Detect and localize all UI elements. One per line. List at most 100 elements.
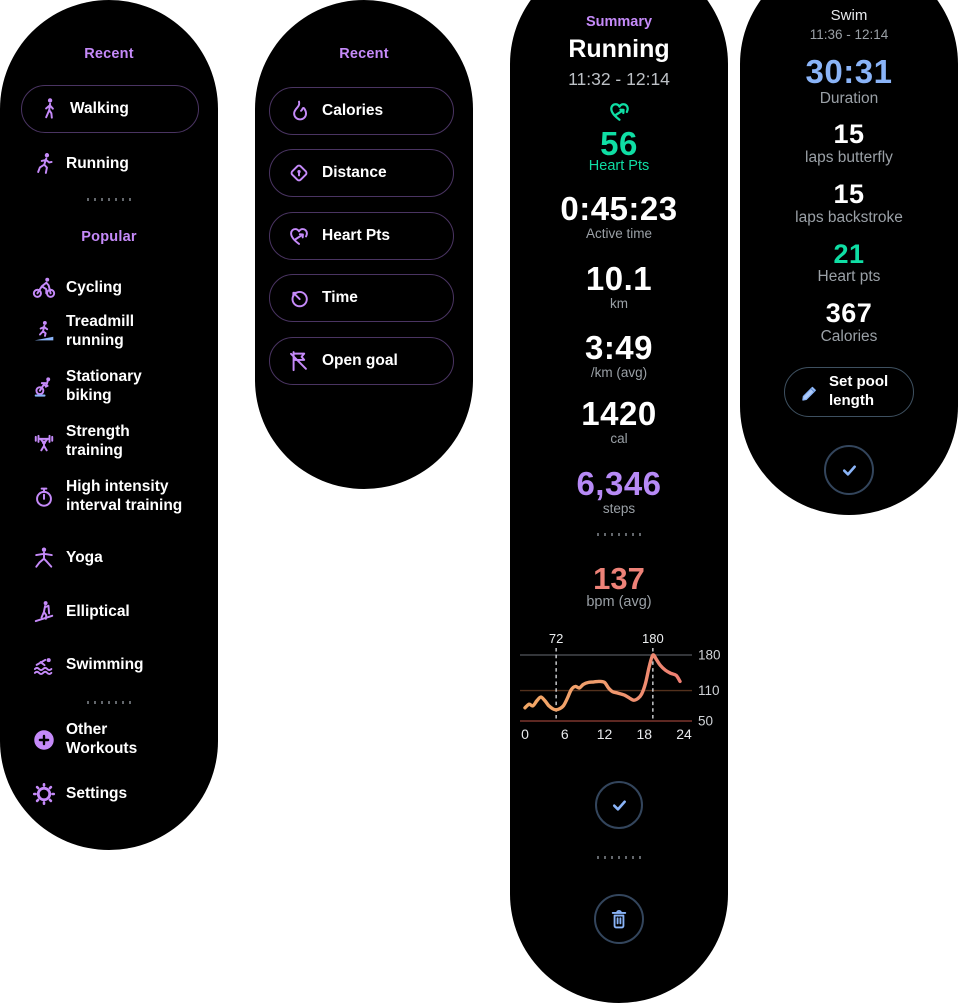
set-pool-length-label: Set pool length [829, 373, 889, 409]
pencil-icon [802, 386, 816, 401]
workout-title: Running [568, 35, 670, 63]
time-range: 11:36 - 12:14 [809, 27, 889, 42]
workout-item-hiit[interactable]: High intensity interval training [31, 477, 191, 517]
goal-item-open-goal[interactable]: Open goal [269, 337, 454, 385]
open-goal-flag-icon [290, 351, 307, 372]
svg-text:24: 24 [676, 726, 692, 742]
heart-arrow-icon [610, 103, 629, 121]
calories-value: 1420 [581, 395, 657, 432]
heart-rate-chart: 180 110 50 72 180 0 6 12 18 24 [520, 631, 721, 742]
swim-calories-label: Calories [820, 328, 878, 345]
menu-item-other-workouts[interactable]: Other Workouts [31, 720, 151, 760]
distance-pin-icon [290, 164, 308, 182]
laps-butterfly-label: laps butterfly [805, 149, 893, 166]
section-divider [0, 701, 218, 704]
workout-item-yoga[interactable]: Yoga [31, 540, 212, 576]
gear-icon [32, 782, 56, 806]
recent-heading: Recent [84, 46, 134, 62]
duration-value: 30:31 [805, 53, 893, 90]
laps-backstroke-label: laps backstroke [795, 209, 903, 226]
workout-item-walking[interactable]: Walking [21, 85, 199, 133]
distance-value: 10.1 [585, 260, 653, 297]
workout-item-label: Yoga [66, 548, 103, 566]
walking-icon [45, 98, 54, 119]
section-divider [0, 198, 218, 201]
laps-backstroke-value: 15 [833, 179, 865, 209]
stationary-bike-icon [34, 377, 51, 397]
distance-unit: km [610, 296, 628, 311]
treadmill-icon [34, 320, 54, 341]
pace-unit: /km (avg) [590, 365, 648, 380]
workout-item-treadmill[interactable]: Treadmill running [31, 312, 171, 352]
workout-title: Swim [830, 7, 868, 24]
steps-unit: steps [602, 501, 636, 516]
workout-item-label: Elliptical [66, 602, 130, 620]
menu-item-settings[interactable]: Settings [31, 776, 212, 812]
workout-item-label: Cycling [66, 278, 122, 296]
laps-butterfly-value: 15 [833, 119, 865, 149]
menu-item-label: Other Workouts [66, 721, 138, 757]
goal-item-label: Open goal [322, 352, 398, 369]
check-icon [612, 800, 626, 811]
workout-item-label: Stationary biking [66, 368, 142, 404]
svg-text:110: 110 [698, 683, 720, 698]
heart-pts-value: 56 [600, 125, 638, 162]
active-time-unit: Active time [585, 226, 653, 241]
goal-item-heart-pts[interactable]: Heart Pts [269, 212, 454, 260]
svg-text:180: 180 [698, 648, 721, 663]
heart-pts-value: 21 [833, 239, 865, 269]
goal-item-calories[interactable]: Calories [269, 87, 454, 135]
bpm-unit: bpm (avg) [586, 594, 652, 610]
popular-heading: Popular [81, 229, 137, 245]
steps-value: 6,346 [576, 465, 662, 502]
flame-icon [293, 100, 308, 121]
timer-icon [291, 290, 308, 308]
workout-item-swimming[interactable]: Swimming [31, 647, 212, 683]
duration-label: Duration [819, 90, 879, 107]
menu-item-label: Settings [66, 784, 128, 802]
goal-item-label: Distance [322, 164, 387, 181]
svg-text:50: 50 [698, 714, 713, 729]
svg-text:18: 18 [636, 726, 652, 742]
heart-pts-label: Heart Pts [588, 158, 650, 174]
workout-item-elliptical[interactable]: Elliptical [31, 594, 212, 630]
confirm-button[interactable] [595, 781, 643, 829]
calories-unit: cal [610, 431, 628, 446]
confirm-button[interactable] [824, 445, 874, 495]
goal-item-time[interactable]: Time [269, 274, 454, 322]
check-icon [842, 465, 856, 476]
pace-value: 3:49 [584, 329, 654, 366]
goal-item-label: Time [322, 289, 358, 306]
workout-item-strength[interactable]: Strength training [31, 422, 171, 462]
watch-swim-summary: Swim 11:36 - 12:14 30:31 Duration 15 lap… [740, 0, 958, 515]
goal-item-label: Calories [322, 102, 384, 119]
heart-pts-label: Heart pts [817, 268, 881, 285]
recent-heading: Recent [339, 46, 389, 62]
section-divider [510, 533, 728, 536]
workout-item-label: Swimming [66, 655, 144, 673]
workout-item-cycling[interactable]: Cycling [31, 270, 212, 306]
goal-item-label: Heart Pts [322, 227, 391, 244]
time-range: 11:32 - 12:14 [568, 69, 670, 89]
workout-item-label: Strength training [66, 423, 130, 459]
workout-item-running[interactable]: Running [31, 146, 212, 182]
active-time-value: 0:45:23 [560, 190, 678, 227]
strength-icon [34, 434, 54, 452]
heart-arrow-icon [290, 228, 308, 245]
workout-item-stationary-biking[interactable]: Stationary biking [31, 367, 171, 407]
bpm-value: 137 [593, 561, 645, 596]
workout-item-label: Running [66, 154, 129, 172]
svg-text:0: 0 [521, 726, 529, 742]
summary-eyebrow: Summary [585, 14, 653, 30]
watch-workout-list: Recent Walking Running Popular Cycling [0, 0, 218, 850]
svg-text:6: 6 [561, 726, 569, 742]
trash-icon [611, 909, 627, 929]
goal-item-distance[interactable]: Distance [269, 149, 454, 197]
yoga-icon [35, 547, 53, 568]
swimming-icon [33, 658, 53, 676]
delete-button[interactable] [594, 894, 644, 944]
set-pool-length-button[interactable]: Set pool length [784, 367, 914, 417]
cycling-icon [32, 277, 56, 298]
swim-calories-value: 367 [825, 298, 873, 328]
